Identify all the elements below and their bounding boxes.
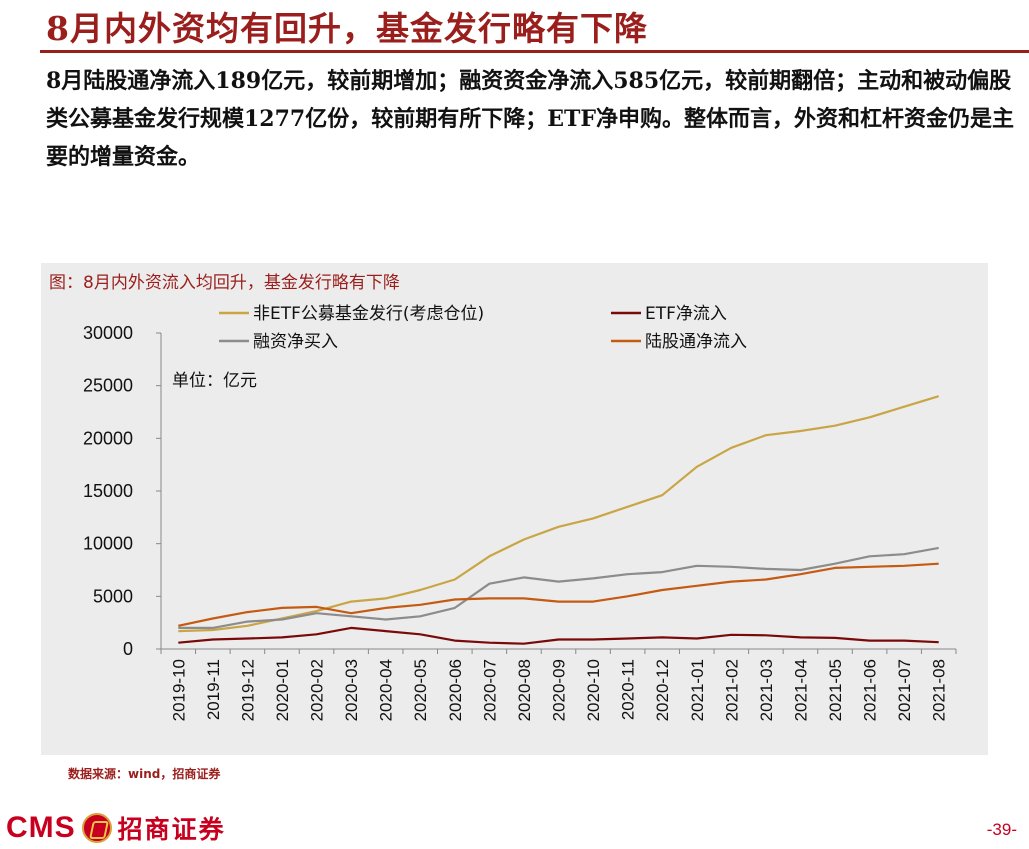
unit-label: 单位：亿元: [172, 371, 257, 391]
brand-logo-block: CMS 招商证券: [6, 808, 226, 848]
legend-label-3: 融资净买入: [253, 332, 338, 352]
summary-paragraph: 8月陆股通净流入189亿元，较前期增加；融资资金净流入585亿元，较前期翻倍；主…: [46, 68, 1014, 170]
legend-label-2: ETF净流入: [645, 304, 727, 324]
brand-name-text: 招商证券: [117, 815, 226, 844]
x-tick-label: 2021-07: [895, 659, 914, 721]
slide-title: 8月内外资均有回升，基金发行略有下降: [46, 9, 648, 48]
x-tick-label: 2019-11: [204, 659, 223, 720]
cms-logo-icon: [81, 813, 112, 843]
x-tick-label: 2019-10: [169, 659, 188, 721]
y-tick-label: 25000: [83, 376, 133, 396]
x-tick-label: 2021-05: [826, 659, 845, 721]
x-tick-label: 2020-06: [446, 659, 465, 721]
y-tick-label: 5000: [93, 586, 133, 606]
chart-axes: 0 5000 10000 15000 20000 25000 30000 2019-10 201…: [83, 323, 957, 721]
x-tick-label: 2020-01: [273, 659, 292, 721]
x-tick-label: 2020-11: [619, 659, 638, 720]
y-tick-label: 10000: [83, 534, 133, 554]
x-tick-label: 2020-10: [584, 659, 603, 721]
y-tick-label: 30000: [83, 323, 133, 343]
x-tick-label: 2020-05: [411, 659, 430, 721]
y-tick-label: 15000: [83, 481, 133, 501]
x-tick-label: 2021-03: [757, 659, 776, 721]
x-tick-label: 2020-09: [550, 659, 569, 721]
series-line-4: [178, 562, 939, 627]
x-tick-label: 2020-02: [308, 659, 327, 721]
legend-label-4: 陆股通净流入: [645, 332, 747, 352]
x-tick-label: 2021-08: [930, 659, 949, 721]
chart-lines: [178, 395, 940, 645]
x-tick-label: 2021-04: [791, 659, 810, 721]
line-chart: 0 5000 10000 15000 20000 25000 30000 2019-10 201…: [83, 304, 957, 721]
x-tick-label: 2021-01: [688, 659, 707, 721]
x-tick-label: 2020-08: [515, 659, 534, 721]
chart-panel: [41, 263, 988, 755]
x-tick-label: 2020-12: [653, 659, 672, 721]
page-number: -39-: [986, 820, 1017, 839]
x-tick-label: 2021-06: [861, 659, 880, 721]
series-line-3: [178, 546, 939, 629]
x-tick-label: 2020-07: [480, 659, 499, 721]
y-tick-label: 0: [123, 639, 133, 659]
chart-caption: 图：8月内外资流入均回升，基金发行略有下降: [49, 273, 400, 293]
title-divider: [40, 50, 1029, 53]
y-tick-label: 20000: [83, 428, 133, 448]
series-line-1: [178, 395, 940, 633]
series-line-2: [178, 626, 939, 645]
x-tick-label: 2020-03: [342, 659, 361, 721]
brand-cms-text: CMS: [6, 811, 76, 844]
data-source-note: 数据来源：wind，招商证券: [68, 767, 221, 781]
x-tick-label: 2019-12: [238, 659, 257, 721]
legend-label-1: 非ETF公募基金发行(考虑仓位): [253, 304, 484, 324]
x-tick-label: 2020-04: [377, 659, 396, 721]
x-tick-label: 2021-02: [722, 659, 741, 721]
